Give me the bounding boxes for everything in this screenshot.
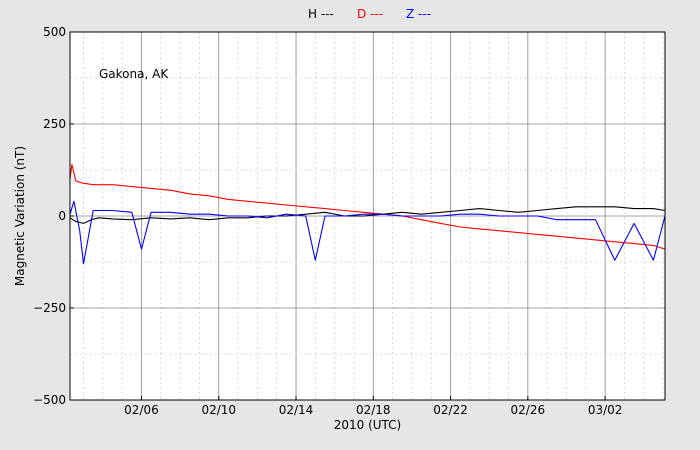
legend-entry-3: Z --- [406, 7, 431, 21]
x-axis-title: 2010 (UTC) [334, 418, 402, 432]
series-layer [69, 163, 666, 265]
legend: H --- D --- Z --- [308, 7, 431, 21]
grid-lines [70, 31, 665, 401]
x-tick-label: 02/14 [279, 403, 314, 417]
x-tick-label: 02/22 [433, 403, 468, 417]
x-tick-label: 02/10 [201, 403, 236, 417]
x-tick-label: 02/18 [356, 403, 391, 417]
axis-ticks: 02/06 02/10 02/14 02/18 02/22 02/26 03/02 500 25… [33, 25, 622, 417]
x-tick-label: 02/26 [511, 403, 546, 417]
legend-entry-2: D --- [357, 7, 383, 21]
y-tick-label: 500 [43, 25, 66, 39]
series-line-2 [69, 163, 666, 250]
x-tick-label: 02/06 [124, 403, 159, 417]
station-annotation: Gakona, AK [99, 67, 169, 81]
y-tick-label: −500 [33, 393, 66, 407]
y-tick-label: 0 [58, 209, 66, 223]
series-line-3 [69, 200, 666, 265]
y-axis-title: Magnetic Variation (nT) [13, 146, 27, 286]
x-tick-label: 03/02 [588, 403, 623, 417]
y-tick-label: −250 [33, 301, 66, 315]
legend-entry-1: H --- [308, 7, 334, 21]
y-tick-label: 250 [43, 117, 66, 131]
